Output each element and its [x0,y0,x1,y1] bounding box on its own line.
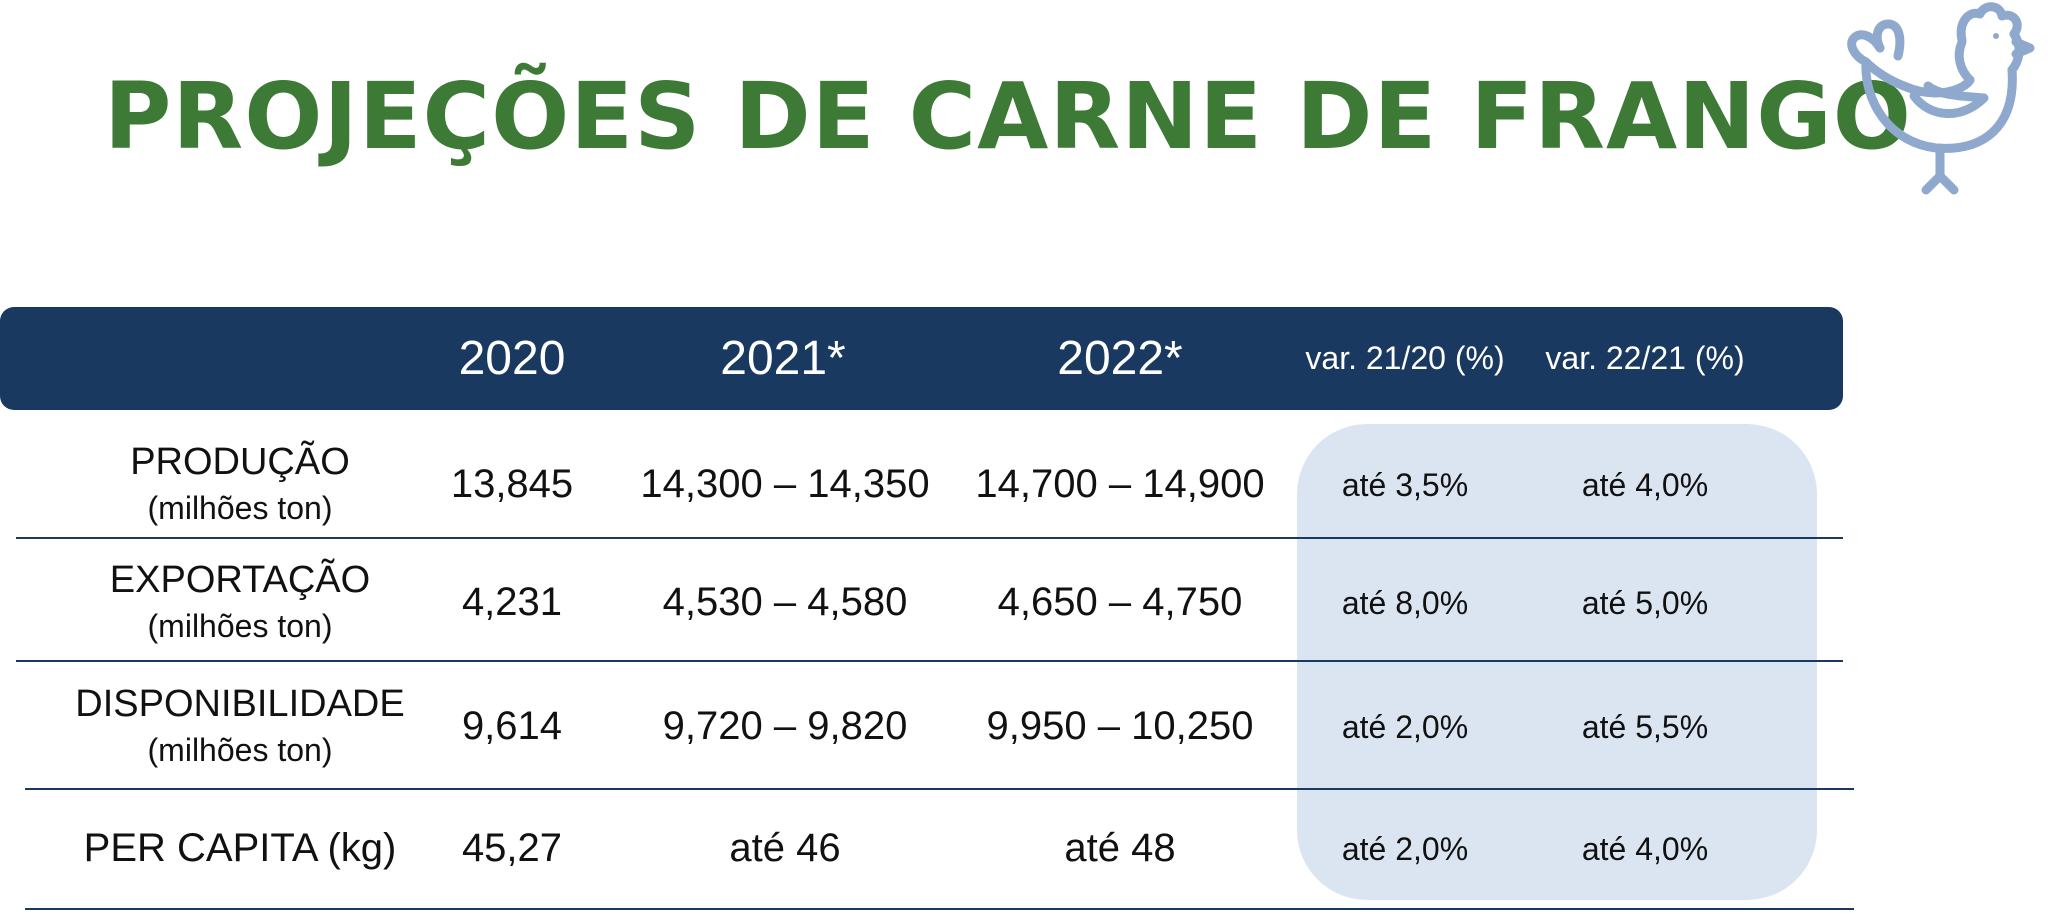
cell-disponibilidade-2022: 9,950 – 10,250 [986,704,1254,748]
cell-disponibilidade-2020: 9,614 [461,704,563,748]
row-label-main: DISPONIBILIDADE [75,683,405,725]
cell-producao-2022: 14,700 – 14,900 [975,462,1265,506]
cell-disponibilidade-var-22-21: até 5,5% [1581,709,1709,745]
row-label-producao: PRODUÇÃO (milhões ton) [40,438,440,530]
row-label-disponibilidade: DISPONIBILIDADE (milhões ton) [40,680,440,772]
row-label-main: EXPORTAÇÃO [109,559,371,601]
row-divider [25,788,1854,790]
cell-per-capita-2020: 45,27 [461,826,563,870]
row-divider [16,660,1843,662]
cell-producao-var-21-20: até 3,5% [1341,467,1469,503]
row-label-main: PER CAPITA (kg) [83,826,397,870]
cell-per-capita-2022: até 48 [1064,826,1176,870]
cell-per-capita-var-22-21: até 4,0% [1581,831,1709,867]
row-label-unit: (milhões ton) [147,608,333,644]
cell-exportacao-2021: 4,530 – 4,580 [662,580,908,624]
cell-producao-2020: 13,845 [450,462,574,506]
col-header-2021: 2021* [720,332,846,385]
row-label-unit: (milhões ton) [147,732,333,768]
chicken-icon [1847,2,2035,195]
col-header-var-21-20: var. 21/20 (%) [1305,340,1505,376]
row-label-unit: (milhões ton) [147,490,333,526]
cell-per-capita-var-21-20: até 2,0% [1341,831,1469,867]
cell-disponibilidade-var-21-20: até 2,0% [1341,709,1469,745]
cell-exportacao-2020: 4,231 [461,580,563,624]
row-label-per-capita: PER CAPITA (kg) [40,824,440,872]
row-divider [16,537,1843,539]
cell-exportacao-var-21-20: até 8,0% [1341,585,1469,621]
row-label-main: PRODUÇÃO [130,441,350,483]
cell-disponibilidade-2021: 9,720 – 9,820 [662,704,908,748]
variation-highlight [1297,424,1817,900]
cell-exportacao-var-22-21: até 5,0% [1581,585,1709,621]
cell-exportacao-2022: 4,650 – 4,750 [997,580,1243,624]
page-title: PROJEÇÕES DE CARNE DE FRANGO [104,63,1912,170]
cell-producao-2021: 14,300 – 14,350 [640,462,930,506]
row-divider [25,908,1854,910]
row-label-exportacao: EXPORTAÇÃO (milhões ton) [40,556,440,648]
table-header-band [0,307,1843,410]
cell-producao-var-22-21: até 4,0% [1581,467,1709,503]
col-header-2020: 2020 [458,332,566,385]
cell-per-capita-2021: até 46 [729,826,841,870]
col-header-2022: 2022* [1057,332,1183,385]
col-header-var-22-21: var. 22/21 (%) [1545,340,1745,376]
